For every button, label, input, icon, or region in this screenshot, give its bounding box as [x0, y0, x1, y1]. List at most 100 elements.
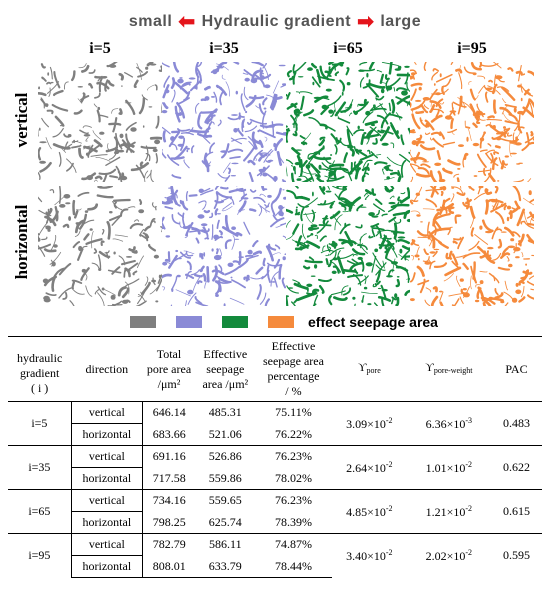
pore-texture-stroke: [326, 244, 331, 253]
pore-texture-blob: [357, 125, 360, 130]
pore-texture-blob: [355, 149, 359, 154]
pore-texture-stroke: [198, 200, 207, 204]
pore-texture-stroke: [259, 124, 275, 128]
pore-texture-stroke: [439, 206, 448, 211]
pore-texture-stroke: [476, 118, 481, 125]
pore-texture-blob: [422, 161, 430, 163]
pore-texture-stroke: [54, 196, 65, 206]
cell-direction: vertical: [70, 401, 143, 424]
header-text: pore area: [146, 361, 192, 376]
pore-texture-stroke: [333, 296, 348, 302]
pore-texture-stroke: [432, 218, 443, 231]
pore-texture-stroke: [370, 107, 387, 112]
pore-texture-stroke: [275, 131, 286, 136]
pore-texture-blob: [110, 294, 116, 300]
pore-texture-blob: [343, 110, 347, 113]
pore-texture-stroke: [503, 226, 515, 237]
pore-texture-blob: [307, 226, 314, 231]
pore-texture-blob: [394, 293, 398, 299]
pore-texture-stroke: [423, 104, 429, 110]
pore-texture-stroke: [38, 196, 43, 203]
pore-texture-stroke: [497, 238, 503, 249]
pore-texture-stroke: [278, 263, 283, 280]
pore-texture-stroke: [286, 102, 298, 110]
value-base: 3.09×10: [346, 416, 386, 431]
value-base: 2.02×10: [425, 548, 466, 563]
pore-texture-blob: [165, 235, 171, 238]
cell-effective: 586.11: [195, 533, 255, 556]
pore-texture-stroke: [372, 283, 377, 288]
pore-texture-blob: [411, 140, 418, 146]
pore-texture-stroke: [501, 104, 509, 115]
pore-texture-stroke: [286, 208, 294, 214]
pore-texture-blob: [310, 233, 314, 236]
pore-texture-stroke: [465, 198, 472, 205]
pore-texture-stroke: [224, 175, 231, 182]
pore-texture-blob: [175, 249, 179, 253]
pore-texture-stroke: [117, 170, 122, 181]
pore-texture-blob: [98, 268, 102, 271]
pore-texture-stroke: [503, 131, 508, 138]
pore-texture-stroke: [362, 111, 374, 124]
pore-texture-blob: [380, 88, 385, 94]
pore-texture-stroke: [359, 77, 365, 88]
pore-texture-stroke: [194, 296, 203, 305]
pore-texture-stroke: [248, 140, 256, 150]
pore-texture-stroke: [96, 81, 110, 90]
pore-texture-stroke: [78, 213, 88, 230]
pore-texture-stroke: [306, 233, 313, 238]
pore-texture-blob: [424, 261, 431, 265]
pore-texture-stroke: [353, 129, 365, 135]
pore-texture-blob: [278, 64, 286, 67]
pore-texture-blob: [385, 85, 393, 91]
pore-texture-stroke: [295, 91, 301, 94]
column-label: i=65: [333, 40, 363, 57]
pore-texture-blob: [117, 149, 125, 153]
pore-texture-stroke: [301, 176, 313, 182]
pore-texture-stroke: [517, 126, 525, 131]
pore-texture-blob: [162, 226, 165, 230]
pore-texture-stroke: [127, 262, 139, 271]
pore-texture-stroke: [308, 256, 315, 261]
pore-texture-stroke: [334, 71, 340, 77]
pore-texture-blob: [296, 178, 302, 181]
cell-effective: 633.79: [195, 555, 255, 578]
pore-texture-stroke: [305, 197, 318, 207]
pore-texture-stroke: [58, 151, 62, 167]
pore-texture-stroke: [258, 139, 264, 148]
pore-texture-stroke: [481, 219, 494, 233]
pore-texture-blob: [245, 110, 248, 114]
pore-texture-stroke: [451, 253, 459, 266]
pore-weight-subscript: pore-weight: [433, 366, 473, 375]
pore-texture-blob: [297, 76, 304, 78]
pore-texture-blob: [43, 297, 51, 303]
pore-texture-stroke: [317, 200, 336, 206]
pore-texture-stroke: [266, 173, 275, 181]
pore-texture-stroke: [520, 73, 526, 76]
pore-texture-stroke: [171, 214, 180, 225]
header-pac: PAC: [490, 336, 542, 402]
value-exponent: -3: [465, 415, 473, 425]
pore-texture-stroke: [114, 234, 129, 238]
pore-texture-stroke: [364, 194, 370, 200]
pore-texture-stroke: [297, 203, 309, 208]
pore-texture-stroke: [97, 292, 105, 306]
pore-texture-stroke: [135, 164, 145, 179]
pore-texture-stroke: [186, 270, 192, 279]
pore-texture-stroke: [138, 97, 146, 115]
pore-texture-blob: [414, 254, 420, 258]
pore-texture-stroke: [144, 233, 150, 239]
cell-total: 782.79: [142, 533, 196, 556]
pore-texture-stroke: [432, 68, 440, 72]
pore-texture-blob: [312, 191, 314, 197]
pore-texture-stroke: [349, 196, 362, 209]
column-label: i=35: [209, 40, 239, 57]
pore-texture-stroke: [453, 298, 460, 306]
pore-texture-blob: [328, 264, 331, 266]
pore-texture-stroke: [470, 275, 472, 290]
pore-texture-stroke: [364, 120, 378, 126]
pore-texture-stroke: [240, 93, 246, 112]
pore-texture-stroke: [410, 149, 415, 160]
cell-percentage: 75.11%: [275, 405, 312, 420]
pore-texture-stroke: [166, 154, 180, 166]
